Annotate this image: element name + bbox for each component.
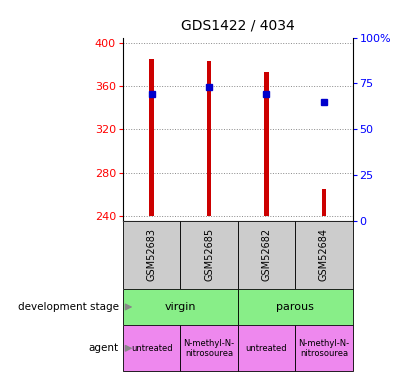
Bar [206,61,211,216]
Bar [321,189,326,216]
Text: virgin: virgin [164,302,196,312]
Bar [123,326,180,371]
Text: development stage: development stage [18,302,119,312]
Bar [294,221,352,289]
Text: N-methyl-N-
nitrosourea: N-methyl-N- nitrosourea [298,339,348,358]
Text: GDS1422 / 4034: GDS1422 / 4034 [180,19,294,33]
Bar [149,59,154,216]
Bar [263,72,268,216]
Bar [237,221,294,289]
Text: GSM52682: GSM52682 [261,228,271,282]
Bar [180,326,237,371]
Text: agent: agent [89,343,119,353]
Text: GSM52685: GSM52685 [204,228,213,282]
Bar [237,289,352,326]
Bar [294,326,352,371]
Text: N-methyl-N-
nitrosourea: N-methyl-N- nitrosourea [183,339,234,358]
Text: untreated: untreated [245,344,287,353]
Text: untreated: untreated [130,344,172,353]
Bar [237,326,294,371]
Bar [123,289,237,326]
Bar [180,221,237,289]
Text: GSM52684: GSM52684 [318,228,328,281]
Text: GSM52683: GSM52683 [146,228,156,281]
Bar [123,221,180,289]
Text: parous: parous [276,302,313,312]
